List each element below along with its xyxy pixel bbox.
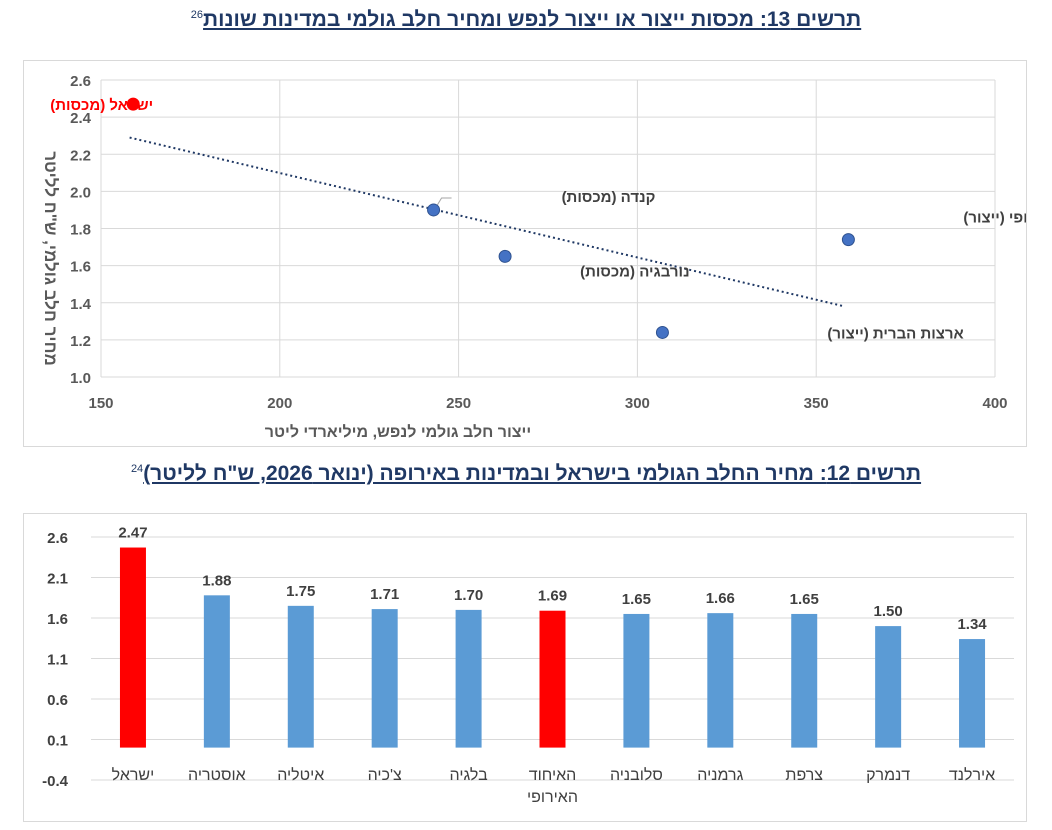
bar	[456, 610, 482, 748]
category-label: צ'כיה	[368, 767, 402, 784]
x-tick-label: 250	[446, 395, 471, 412]
category-label: סלובניה	[610, 766, 663, 784]
x-tick-label: 200	[267, 395, 292, 412]
category-label: ישראל	[112, 766, 155, 784]
x-axis-title: ייצור חלב גולמי לנפש, מיליארדי ליטר	[265, 423, 531, 441]
bar-chart-title: תרשים 12: מחיר החלב הגולמי בישראל ובמדינ…	[0, 462, 1052, 486]
bar	[372, 609, 398, 748]
scatter-point-label: ארצות הברית (ייצור)	[827, 325, 963, 342]
bar-value-label: 1.70	[454, 587, 483, 604]
y-tick-label: 1.4	[70, 296, 92, 313]
bar	[959, 639, 985, 748]
x-tick-label: 300	[625, 395, 650, 412]
bar	[288, 606, 314, 748]
y-tick-label: 2.1	[47, 571, 68, 588]
bar-chart-frame: -0.4 0.1 0.6 1.1 1.6 2.1 2.6 2.47 ישראל 1.88 אוסטר…	[23, 513, 1027, 822]
y-tick-label: 0.1	[47, 733, 68, 750]
bar	[875, 626, 901, 748]
bar-value-label: 2.47	[118, 525, 147, 542]
scatter-point-label: האיחוד האירופי (ייצור)	[963, 210, 1026, 227]
bar	[204, 595, 230, 747]
y-tick-label: 1.6	[70, 259, 91, 276]
x-tick-label: 350	[804, 395, 829, 412]
category-label: בלגיה	[450, 766, 489, 784]
bar-value-label: 1.50	[874, 603, 903, 620]
category-label: צרפת	[785, 767, 823, 784]
category-label: האיחוד	[529, 767, 577, 784]
scatter-point-label: קנדה (מכסות)	[562, 189, 656, 206]
y-tick-label: 2.6	[47, 530, 68, 547]
scatter-point	[499, 250, 511, 262]
category-label: אוסטריה	[188, 767, 246, 784]
y-tick-label: 1.0	[70, 370, 91, 387]
bar-value-label: 1.65	[622, 591, 651, 608]
x-tick-label: 400	[982, 395, 1007, 412]
bar-value-label: 1.88	[202, 572, 231, 589]
bar-value-label: 1.66	[706, 590, 735, 607]
bar	[791, 614, 817, 748]
category-label: איטליה	[277, 766, 324, 784]
scatter-point	[428, 204, 440, 216]
scatter-title-footnote: 26	[191, 9, 203, 21]
trendline	[130, 138, 845, 307]
y-tick-label: -0.4	[42, 773, 69, 790]
bar-value-label: 1.34	[957, 616, 987, 633]
x-tick-label: 150	[88, 395, 113, 412]
y-tick-label: 1.1	[47, 652, 68, 669]
category-label: גרמניה	[697, 767, 743, 784]
bar-value-label: 1.71	[370, 586, 399, 603]
y-tick-label: 1.6	[47, 611, 68, 628]
category-label: אירלנד	[949, 766, 995, 784]
scatter-chart-title: תרשים 13: מכסות ייצור או ייצור לנפש ומחי…	[0, 8, 1052, 32]
scatter-point	[656, 326, 668, 338]
bar-title-footnote: 24	[131, 463, 143, 475]
y-tick-label: 1.8	[70, 222, 91, 239]
bar	[120, 548, 146, 748]
bar-value-label: 1.75	[286, 583, 315, 600]
category-label: האירופי	[527, 789, 578, 806]
y-tick-label: 1.2	[70, 333, 91, 350]
scatter-chart-frame: 1.0 1.2 1.4 1.6 1.8 2.0 2.2 2.4 2.6 150 200 250 300 3…	[23, 60, 1027, 447]
bar-value-label: 1.69	[538, 588, 567, 605]
y-axis-title: מחיר חלב גולמי, ש"ח לליטר	[41, 151, 60, 366]
y-tick-label: 2.0	[70, 184, 91, 201]
scatter-point	[842, 234, 854, 246]
y-tick-label: 0.6	[47, 692, 68, 709]
y-tick-label: 2.6	[70, 73, 91, 90]
bar	[707, 613, 733, 747]
category-label: דנמרק	[866, 767, 910, 784]
bar-chart: -0.4 0.1 0.6 1.1 1.6 2.1 2.6 2.47 ישראל 1.88 אוסטר…	[24, 514, 1026, 821]
y-tick-label: 2.2	[70, 147, 91, 164]
scatter-point-label: ישראל (מכסות)	[50, 97, 153, 114]
scatter-point-label: נורבגיה (מכסות)	[580, 263, 689, 280]
bar	[623, 614, 649, 748]
bar-value-label: 1.65	[790, 591, 819, 608]
bar	[540, 611, 566, 748]
